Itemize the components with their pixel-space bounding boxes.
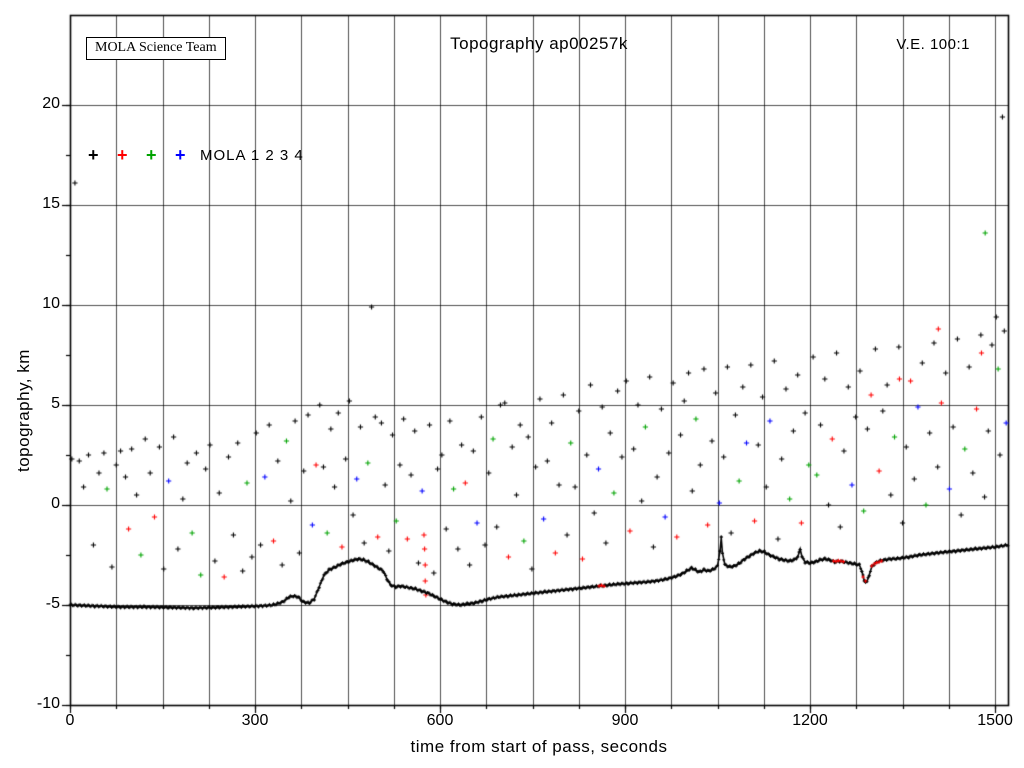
x-tick-label: 1200 [792,712,828,729]
y-tick-label: 20 [42,95,60,112]
science-team-label: MOLA Science Team [95,40,217,55]
y-axis-title: topography, km [14,349,33,472]
legend-markers: + + + + [88,146,204,165]
y-tick-label: -5 [45,595,60,612]
science-team-box: MOLA Science Team [86,37,226,60]
y-tick-label: 5 [51,395,60,412]
x-tick-label: 600 [426,712,454,729]
x-tick-label: 300 [241,712,269,729]
x-tick-label: 0 [65,712,75,729]
y-tick-label: -10 [36,695,60,712]
plot-title: Topography ap00257k [450,34,628,53]
x-tick-label: 900 [611,712,639,729]
legend: + + + + MOLA 1 2 3 4 [88,146,304,165]
legend-label: MOLA 1 2 3 4 [200,147,304,164]
vertical-exaggeration-label: V.E. 100:1 [896,36,970,53]
legend-marker-mola-4: + [175,145,186,165]
legend-marker-mola-3: + [146,145,157,165]
legend-marker-mola-2: + [117,145,128,165]
y-tick-label: 10 [42,295,60,312]
y-tick-label: 0 [51,495,60,512]
x-axis-title: time from start of pass, seconds [410,737,668,756]
y-tick-label: 15 [42,195,60,212]
x-tick-label: 1500 [977,712,1013,729]
legend-marker-mola-1: + [88,145,99,165]
